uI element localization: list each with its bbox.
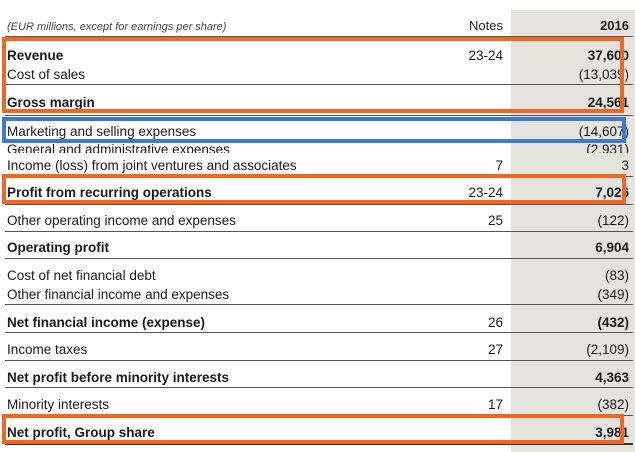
- row-rule: [5, 304, 633, 305]
- year-column-header: 2016: [600, 18, 629, 33]
- table-row-net-financial: Net financial income (expense) 26 (432): [0, 308, 635, 332]
- table-header: (EUR millions, except for earnings per s…: [0, 11, 635, 35]
- row-notes: 17: [487, 397, 503, 412]
- row-notes: 23-24: [468, 185, 503, 200]
- row-value: 4,363: [595, 370, 629, 385]
- row-label: Cost of sales: [7, 67, 86, 82]
- row-rule: [5, 332, 633, 333]
- table-row-cost-net-debt: Cost of net financial debt (83): [0, 261, 635, 285]
- table-row-operating-profit: Operating profit 6,904: [0, 233, 635, 257]
- row-value: (14,607): [578, 124, 629, 139]
- table-row-minority-interests: Minority interests 17 (382): [0, 390, 635, 414]
- row-value: (83): [604, 268, 629, 283]
- row-value: (13,039): [578, 67, 629, 82]
- highlight-box-marketing-selling: [2, 117, 626, 143]
- table-row-general-admin: General and administrative expenses (2,9…: [0, 143, 635, 153]
- row-value: 7,026: [595, 185, 629, 200]
- table-row-gross-margin: Gross margin 24,561: [0, 88, 635, 112]
- table-row-marketing-selling: Marketing and selling expenses (14,607): [0, 117, 635, 141]
- row-value: 3: [621, 158, 629, 173]
- row-notes: 27: [487, 342, 503, 357]
- table-row-cost-of-sales: Cost of sales (13,039): [0, 60, 635, 84]
- notes-column-header: Notes: [469, 18, 503, 33]
- row-value: (432): [597, 315, 629, 330]
- table-row-other-financial: Other financial income and expenses (349…: [0, 280, 635, 304]
- row-value: (382): [597, 397, 629, 412]
- table-row-joint-ventures: Income (loss) from joint ventures and as…: [0, 151, 635, 175]
- row-notes: 26: [487, 315, 503, 330]
- row-label: Operating profit: [7, 240, 109, 255]
- row-value: (122): [597, 213, 629, 228]
- row-rule: [5, 360, 633, 361]
- units-caption: (EUR millions, except for earnings per s…: [7, 21, 227, 33]
- row-label: Income (loss) from joint ventures and as…: [7, 158, 297, 173]
- row-label: Net financial income (expense): [7, 315, 206, 330]
- row-value: (2,109): [586, 342, 629, 357]
- row-notes: 7: [495, 158, 503, 173]
- row-label: General and administrative expenses: [7, 143, 230, 153]
- table-row-net-profit-before-minority: Net profit before minority interests 4,3…: [0, 363, 635, 387]
- row-value: (2,931): [586, 143, 629, 153]
- row-label: Other operating income and expenses: [7, 213, 236, 228]
- row-label: Net profit, Group share: [7, 425, 155, 440]
- row-label: Income taxes: [7, 342, 88, 357]
- row-label: Marketing and selling expenses: [7, 124, 197, 139]
- row-rule: [5, 84, 633, 85]
- row-label: Revenue: [7, 48, 64, 63]
- table-row-profit-recurring: Profit from recurring operations 23-24 7…: [0, 178, 635, 202]
- table-row-revenue: Revenue 23-24 37,600: [0, 41, 635, 65]
- header-rule: [5, 36, 633, 37]
- row-rule: [5, 258, 633, 259]
- row-notes: 23-24: [468, 48, 503, 63]
- row-value: 37,600: [587, 48, 629, 63]
- row-label: Other financial income and expenses: [7, 287, 230, 302]
- highlight-box-profit-recurring: [2, 174, 626, 204]
- row-label: Profit from recurring operations: [7, 185, 212, 200]
- row-label: Gross margin: [7, 95, 95, 110]
- highlight-box-revenue-gross-margin: [2, 37, 624, 113]
- row-value: 24,561: [587, 95, 629, 110]
- bottom-rule: [5, 443, 633, 445]
- row-label: Minority interests: [7, 397, 110, 412]
- row-label: Net profit before minority interests: [7, 370, 230, 385]
- row-notes: 25: [487, 213, 503, 228]
- row-rule: [5, 204, 633, 205]
- row-value: 6,904: [595, 240, 629, 255]
- table-row-income-taxes: Income taxes 27 (2,109): [0, 335, 635, 359]
- row-label: Cost of net financial debt: [7, 268, 156, 283]
- row-rule: [5, 115, 633, 116]
- row-value: (349): [597, 287, 629, 302]
- row-rule: [5, 387, 633, 388]
- table-row-other-operating: Other operating income and expenses 25 (…: [0, 206, 635, 230]
- general-admin-row-clip: General and administrative expenses (2,9…: [0, 143, 635, 153]
- row-rule: [5, 231, 633, 232]
- highlight-box-net-profit-group-share: [2, 414, 624, 444]
